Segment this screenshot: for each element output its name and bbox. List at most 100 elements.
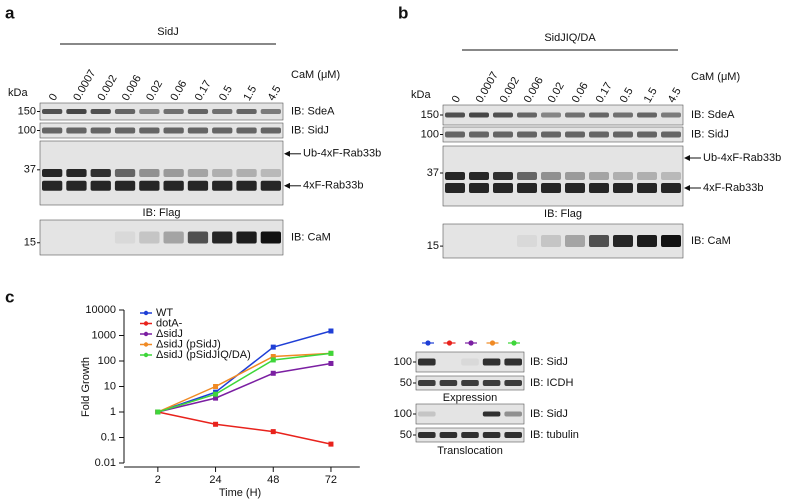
- blot-label: IB: CaM: [691, 235, 731, 247]
- legend-label: dotA-: [156, 317, 183, 329]
- band: [418, 411, 436, 417]
- band: [469, 172, 489, 180]
- x-tick-label: 2: [155, 474, 161, 486]
- lane-label: 0.006: [522, 75, 546, 105]
- band: [439, 380, 458, 386]
- band: [187, 127, 209, 134]
- band: [469, 112, 489, 118]
- y-axis-label: Fold Growth: [80, 357, 92, 417]
- band: [613, 131, 633, 138]
- band: [613, 235, 633, 247]
- band: [418, 380, 436, 386]
- band: [163, 169, 184, 177]
- band: [42, 169, 63, 177]
- band: [90, 169, 111, 177]
- band: [212, 180, 233, 191]
- band: [589, 131, 609, 138]
- lane-label: 0.5: [618, 86, 636, 105]
- band: [212, 127, 233, 134]
- cam-label: CaM (μM): [291, 69, 340, 81]
- band: [541, 183, 561, 193]
- lane-label: 0.02: [546, 80, 567, 105]
- lane-label: 0.06: [570, 80, 591, 105]
- band: [661, 131, 681, 138]
- series-line: [157, 352, 332, 413]
- band: [589, 172, 609, 180]
- blot-label: 4xF-Rab33b: [303, 180, 364, 192]
- band: [139, 180, 160, 191]
- band: [187, 109, 209, 114]
- band: [541, 131, 561, 138]
- lane-label: 1.5: [642, 86, 660, 105]
- data-point: [213, 391, 219, 397]
- band: [541, 172, 561, 180]
- mw-marker: 100: [18, 124, 36, 136]
- blot-label: IB: ICDH: [530, 377, 573, 389]
- band: [187, 231, 209, 244]
- band: [565, 183, 585, 193]
- blot-label: IB: SidJ: [530, 356, 568, 368]
- band: [163, 109, 184, 114]
- lane-label: 0.02: [144, 78, 165, 103]
- band: [90, 127, 111, 134]
- band: [445, 172, 465, 180]
- data-point: [328, 328, 334, 334]
- panel-title: SidJ: [157, 26, 178, 38]
- band: [589, 112, 609, 118]
- legend-label: ΔsidJ (pSidJ): [156, 338, 221, 350]
- data-point: [270, 429, 276, 435]
- band: [66, 109, 87, 114]
- y-tick-label: 0.1: [101, 431, 116, 443]
- blot: [39, 140, 284, 206]
- band: [187, 169, 209, 177]
- band: [565, 172, 585, 180]
- legend-label: ΔsidJ (pSidJIQ/DA): [156, 349, 251, 361]
- legend-label: ΔsidJ: [156, 328, 183, 340]
- mw-marker: 37: [427, 167, 439, 179]
- band: [66, 169, 87, 177]
- band: [114, 231, 136, 244]
- band: [613, 172, 633, 180]
- band: [493, 172, 513, 180]
- band: [504, 432, 522, 438]
- lane-label: 0.17: [193, 78, 214, 103]
- band: [461, 358, 479, 366]
- band: [637, 183, 657, 193]
- panel-title: SidJIQ/DA: [544, 32, 596, 44]
- blot-label: IB: tubulin: [530, 429, 579, 441]
- mw-marker: 50: [400, 377, 412, 389]
- blot-label: Ub-4xF-Rab33b: [703, 152, 781, 164]
- y-tick-label: 1000: [92, 329, 116, 341]
- lane-label: 0.002: [498, 75, 522, 105]
- band: [163, 231, 184, 244]
- band: [42, 127, 63, 134]
- band: [163, 180, 184, 191]
- band: [482, 380, 501, 386]
- band: [418, 358, 436, 366]
- band: [504, 358, 522, 366]
- lane-label: 4.5: [666, 86, 684, 105]
- legend-dot: [143, 321, 149, 326]
- band: [517, 183, 537, 193]
- y-tick-label: 100: [98, 355, 116, 367]
- blot-label: IB: SdeA: [291, 105, 335, 117]
- lane-label: 0.002: [95, 73, 119, 103]
- blot-caption: Expression: [443, 392, 497, 404]
- band: [66, 180, 87, 191]
- blot-label: IB: SidJ: [691, 128, 729, 140]
- band: [661, 112, 681, 118]
- x-tick-label: 48: [267, 474, 279, 486]
- data-point: [328, 360, 334, 366]
- mw-marker: 15: [427, 240, 439, 252]
- blot-label: IB: SdeA: [691, 109, 735, 121]
- lane-label: 0.0007: [71, 68, 98, 103]
- band: [236, 180, 257, 191]
- band: [114, 169, 136, 177]
- mw-marker: 50: [400, 429, 412, 441]
- band: [504, 411, 522, 417]
- lane-label: 0.17: [594, 80, 615, 105]
- y-tick-label: 10: [104, 380, 116, 392]
- band: [493, 183, 513, 193]
- y-tick-label: 10000: [85, 304, 116, 316]
- blot-label: IB: Flag: [544, 208, 582, 220]
